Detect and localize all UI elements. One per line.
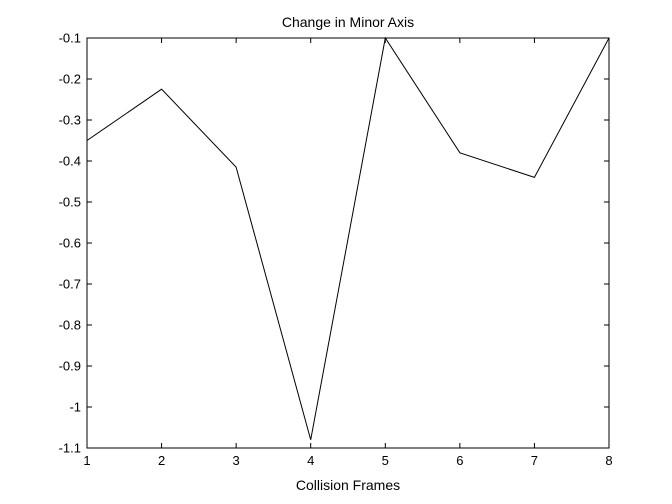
x-tick-label: 3 bbox=[233, 453, 240, 468]
x-tick-label: 6 bbox=[456, 453, 463, 468]
plot-frame bbox=[86, 37, 610, 449]
x-tick-label: 5 bbox=[382, 453, 389, 468]
y-tick-label: -0.6 bbox=[59, 236, 81, 251]
x-axis-label: Collision Frames bbox=[296, 477, 400, 493]
y-tick-label: -0.5 bbox=[59, 195, 81, 210]
y-tick-label: -0.8 bbox=[59, 318, 81, 333]
y-tick-label: -1 bbox=[69, 400, 81, 415]
y-tick-label: -0.1 bbox=[59, 31, 81, 46]
y-tick-label: -0.3 bbox=[59, 113, 81, 128]
x-tick-label: 4 bbox=[307, 453, 314, 468]
y-tick-label: -0.2 bbox=[59, 72, 81, 87]
y-tick-label: -1.1 bbox=[59, 441, 81, 456]
y-tick-label: -0.4 bbox=[59, 154, 81, 169]
y-tick-label: -0.7 bbox=[59, 277, 81, 292]
chart-title: Change in Minor Axis bbox=[282, 14, 414, 30]
x-tick-label: 8 bbox=[605, 453, 612, 468]
x-tick-label: 1 bbox=[83, 453, 90, 468]
series-line bbox=[86, 36, 610, 440]
y-tick-label: -0.9 bbox=[59, 359, 81, 374]
x-tick-label: 2 bbox=[158, 453, 165, 468]
plot-area: 1 2 3 4 5 6 7 8 -0.1 -0.2 -0.3 -0.4 -0.5 -0.6 -0.7 -0.8… bbox=[59, 31, 613, 469]
x-tick-label: 7 bbox=[531, 453, 538, 468]
